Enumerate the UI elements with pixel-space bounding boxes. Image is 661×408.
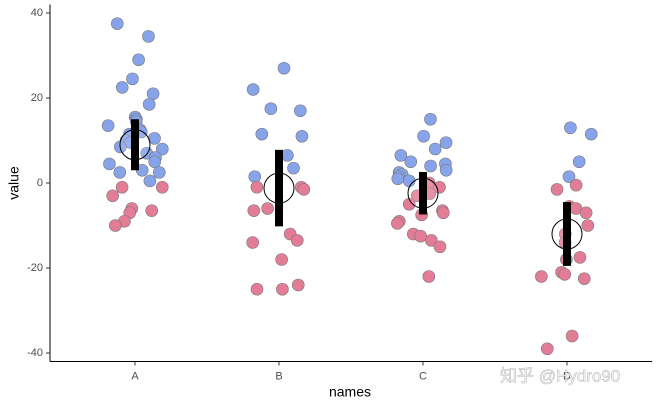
point (433, 180, 446, 194)
point (261, 202, 274, 215)
x-tick-label: C (419, 370, 427, 382)
point (581, 219, 595, 232)
point (535, 270, 548, 283)
y-tick-label: -40 (27, 347, 43, 359)
point (565, 329, 579, 343)
point (155, 142, 169, 156)
point (422, 270, 436, 283)
point (275, 253, 288, 266)
point (424, 112, 437, 126)
x-tick-label: B (275, 370, 282, 382)
point (145, 204, 159, 217)
point (414, 229, 427, 243)
point (148, 132, 161, 145)
point (439, 163, 453, 177)
point (424, 159, 437, 173)
y-tick-label: -20 (27, 262, 43, 274)
point (250, 282, 264, 296)
point (433, 240, 447, 254)
point (132, 53, 145, 67)
point (562, 170, 576, 183)
point (115, 180, 129, 194)
point (579, 206, 593, 220)
point (436, 206, 450, 220)
point (394, 149, 408, 162)
point (247, 204, 261, 217)
point (142, 30, 155, 43)
point (572, 155, 586, 169)
point (142, 98, 156, 111)
error-bar (563, 202, 571, 266)
point (417, 129, 430, 143)
error-bar (275, 149, 283, 227)
point (577, 272, 591, 285)
point (573, 251, 587, 264)
error-bar (419, 171, 427, 215)
point (277, 61, 291, 75)
point (248, 170, 262, 183)
y-tick-label: 20 (31, 92, 43, 104)
point (246, 83, 260, 96)
point (106, 189, 120, 203)
point (250, 180, 264, 194)
point (391, 217, 404, 230)
point (550, 183, 564, 196)
x-tick-label: D (563, 370, 571, 382)
point (391, 172, 405, 186)
y-tick-label: 0 (37, 177, 43, 189)
point (113, 166, 127, 179)
point (101, 119, 115, 132)
point (126, 72, 139, 86)
point (404, 155, 418, 169)
point (152, 166, 166, 179)
error-bar (131, 119, 139, 171)
point (264, 102, 278, 115)
point (109, 219, 122, 232)
point (540, 342, 554, 356)
point (281, 149, 294, 162)
point (103, 157, 116, 171)
point (564, 121, 577, 135)
watermark: 知乎 @Hydro90 (500, 366, 620, 385)
point (584, 127, 598, 141)
point (255, 127, 269, 141)
point (291, 278, 305, 292)
point (143, 174, 157, 188)
x-tick-label: A (131, 370, 139, 382)
point (246, 236, 259, 249)
y-tick-label: 40 (31, 7, 43, 19)
point (276, 282, 289, 296)
point (558, 268, 571, 281)
point (428, 142, 442, 156)
point (295, 129, 309, 143)
point (290, 234, 304, 247)
point (287, 161, 300, 175)
point (155, 180, 169, 194)
point (146, 87, 160, 101)
point (297, 183, 311, 196)
point (148, 155, 162, 169)
point (110, 17, 124, 30)
point (569, 178, 583, 192)
point (115, 81, 129, 94)
point (294, 104, 307, 118)
point (439, 136, 453, 149)
y-axis-title: value (6, 166, 22, 200)
x-axis-title: names (329, 384, 371, 400)
point (424, 234, 438, 247)
